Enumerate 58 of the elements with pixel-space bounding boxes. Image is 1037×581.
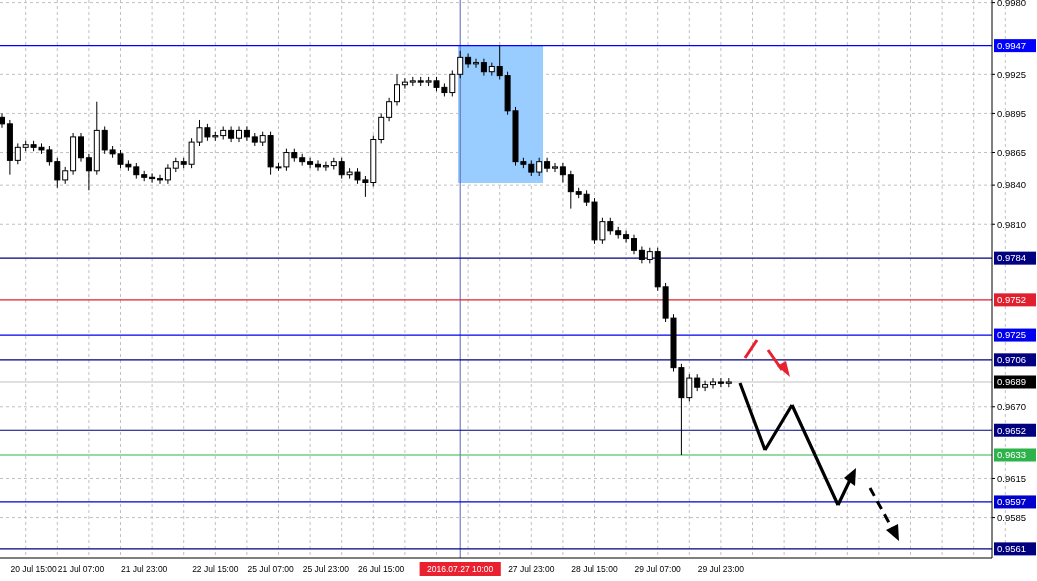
y-tick-label: 0.9670 — [997, 401, 1027, 413]
x-tick-label: 29 Jul 23:00 — [697, 564, 745, 574]
x-tick-label: 21 Jul 07:00 — [57, 564, 105, 574]
ref-line-label: 0.9706 — [997, 354, 1027, 366]
candlestick — [157, 174, 163, 185]
candlestick — [149, 172, 156, 184]
y-tick-label: 0.9840 — [997, 179, 1027, 191]
ref-line-label: 0.9752 — [997, 294, 1027, 306]
candlestick — [307, 157, 314, 169]
candlestick — [536, 157, 543, 177]
ref-line-label: 0.9633 — [997, 449, 1027, 461]
ref-line-label: 0.9597 — [997, 496, 1027, 508]
candlestick — [322, 161, 329, 172]
candlestick — [567, 170, 574, 210]
ref-line-label: 0.9784 — [997, 252, 1027, 264]
candlestick — [394, 73, 400, 107]
candlestick — [710, 377, 716, 390]
y-tick-label: 0.9865 — [997, 146, 1027, 158]
candlestick — [14, 142, 21, 165]
y-tick-label: 0.9615 — [997, 472, 1027, 484]
y-tick-label: 0.9810 — [997, 218, 1027, 230]
candlestick — [552, 162, 558, 173]
candlestick — [717, 377, 724, 388]
candlestick — [0, 112, 5, 129]
x-tick-label: 20 Jul 15:00 — [10, 564, 58, 574]
candlestick — [243, 125, 250, 142]
y-tick-label: 0.9980 — [997, 0, 1027, 8]
candlestick — [631, 234, 637, 255]
x-tick-label: 27 Jul 23:00 — [508, 564, 555, 574]
x-tick-label: 21 Jul 23:00 — [121, 564, 168, 574]
ref-line-label: 0.9689 — [997, 376, 1027, 388]
candlestick — [386, 97, 393, 122]
x-tick-label: 28 Jul 15:00 — [571, 564, 618, 574]
ref-line-label: 0.9947 — [997, 39, 1027, 51]
x-tick-label: 2016.07.27 10:00 — [427, 564, 494, 574]
ref-line-label: 0.9725 — [997, 329, 1027, 341]
candlestick — [702, 380, 709, 392]
x-tick-label: 29 Jul 07:00 — [634, 564, 682, 574]
candlestick — [465, 52, 472, 69]
candlestick — [315, 159, 321, 172]
candlestick — [78, 132, 84, 163]
candlestick — [85, 153, 92, 191]
candlestick — [473, 58, 479, 69]
y-tick-label: 0.9925 — [997, 68, 1027, 80]
x-tick-label: 25 Jul 07:00 — [247, 564, 295, 574]
x-tick-label: 26 Jul 15:00 — [358, 564, 405, 574]
candlestick — [623, 230, 630, 243]
candlestick — [164, 163, 171, 185]
ref-line-label: 0.9652 — [997, 424, 1027, 436]
candlestick — [559, 162, 566, 184]
x-tick-label: 25 Jul 23:00 — [302, 564, 350, 574]
y-tick-label: 0.9585 — [997, 511, 1027, 523]
candlestick — [457, 50, 464, 79]
y-tick-label: 0.9895 — [997, 107, 1027, 119]
x-tick-label: 22 Jul 15:00 — [192, 564, 239, 574]
candlestick — [401, 77, 408, 90]
ref-line-label: 0.9561 — [997, 543, 1027, 555]
candlestick — [378, 112, 385, 144]
